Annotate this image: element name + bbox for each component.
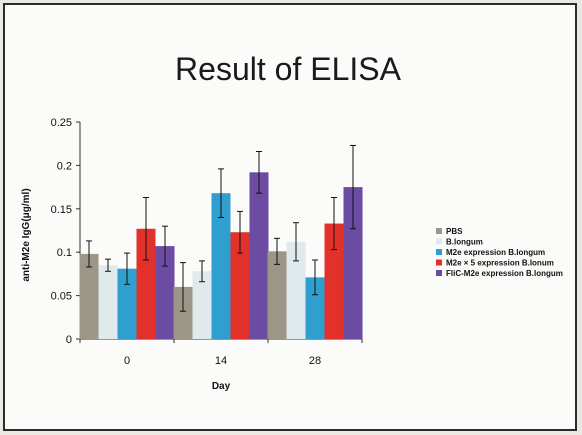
bar [192, 271, 212, 339]
bar [267, 251, 287, 339]
y-tick-label: 0 [66, 334, 72, 346]
y-tick-label: 0.05 [51, 291, 72, 303]
x-axis-label: Day [212, 381, 231, 392]
legend-swatch [436, 270, 442, 276]
legend-entry: M2e expression B.longum [446, 248, 545, 257]
plot-area: 0 0.05 0.1 0.15 0.2 0.25 0 14 28 [51, 117, 363, 367]
bar [343, 187, 363, 339]
legend-entry: B.longum [446, 238, 483, 247]
bar [230, 232, 250, 339]
legend-swatch [436, 238, 442, 245]
bar [79, 253, 99, 339]
legend-entry: FliC-M2e expression B.longum [446, 269, 563, 278]
y-tick-label: 0.15 [51, 204, 72, 216]
bar [249, 172, 269, 339]
slide: Result of ELISA 0 0.05 0.1 0.15 0.2 0.25 0 14 28… [3, 3, 577, 431]
chart-title: Result of ELISA [175, 51, 402, 87]
legend-entry: M2e × 5 expression B.lonum [446, 259, 554, 268]
bar [305, 277, 325, 339]
bar [324, 223, 344, 339]
x-tick-label: 28 [309, 355, 321, 367]
bar [136, 228, 156, 339]
legend-swatch [436, 249, 442, 255]
y-axis-label: anti-M2e IgG(μg/ml) [21, 188, 32, 281]
legend-swatch [436, 228, 442, 234]
bar [173, 286, 193, 339]
legend-entry: PBS [446, 227, 463, 236]
x-tick-label: 14 [215, 355, 227, 367]
x-tick-label: 0 [124, 355, 130, 367]
bar [286, 241, 306, 339]
legend-swatch [436, 259, 442, 266]
bar [98, 265, 118, 339]
bar [211, 193, 231, 339]
bar [117, 268, 137, 339]
y-tick-label: 0.1 [57, 247, 72, 259]
y-tick-label: 0.2 [57, 160, 72, 172]
y-tick-label: 0.25 [51, 117, 72, 129]
elisa-bar-chart: Result of ELISA 0 0.05 0.1 0.15 0.2 0.25 0 14 28… [21, 51, 563, 392]
bar [155, 246, 175, 339]
